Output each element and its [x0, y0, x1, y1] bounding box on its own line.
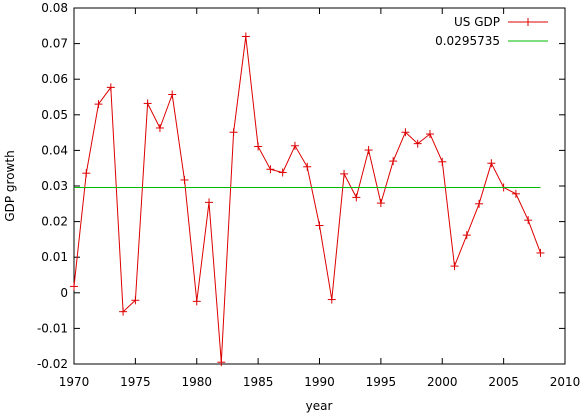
- data-point: [327, 295, 336, 304]
- y-tick-label: 0.02: [41, 215, 68, 229]
- x-tick-label: 1995: [366, 375, 397, 389]
- legend: US GDP 0.0295735: [435, 15, 548, 48]
- data-point: [131, 296, 140, 305]
- series-layer: [70, 32, 545, 367]
- x-tick-label: 1985: [243, 375, 274, 389]
- x-tick-label: 2000: [427, 375, 458, 389]
- y-tick-label: 0: [60, 286, 68, 300]
- data-point: [340, 169, 349, 178]
- x-tick-label: 2010: [550, 375, 581, 389]
- x-tick-label: 1980: [181, 375, 212, 389]
- plot-frame: [73, 7, 566, 365]
- data-point: [438, 157, 447, 166]
- y-tick-label: 0.06: [41, 72, 68, 86]
- x-tick-label: 1975: [120, 375, 151, 389]
- y-tick-label: 0.08: [41, 1, 68, 15]
- data-point: [401, 128, 410, 137]
- data-point: [303, 162, 312, 171]
- y-tick-label: 0.05: [41, 108, 68, 122]
- data-point: [315, 221, 324, 230]
- y-tick-label: 0.04: [41, 143, 68, 157]
- data-point: [511, 189, 520, 198]
- data-point: [70, 282, 78, 291]
- x-tick-label: 1970: [59, 375, 90, 389]
- data-point: [143, 99, 152, 108]
- data-point: [364, 146, 373, 155]
- data-point: [266, 165, 275, 174]
- data-point: [413, 139, 422, 148]
- data-point: [290, 141, 299, 150]
- data-point: [180, 175, 189, 184]
- data-point: [376, 199, 385, 208]
- data-point: [425, 130, 434, 139]
- data-point: [450, 262, 459, 271]
- data-point: [352, 193, 361, 202]
- legend-label: 0.0295735: [435, 34, 500, 48]
- data-point: [536, 248, 545, 257]
- plot-border: [73, 7, 566, 365]
- y-axis-ticks: -0.02 -0.01 0 0.01 0.02 0.03 0.04 0.05 0.06 0.07 0…: [37, 1, 565, 371]
- y-tick-label: 0.01: [41, 250, 68, 264]
- y-tick-label: -0.01: [37, 321, 68, 335]
- y-axis-label: GDP growth: [3, 150, 17, 221]
- data-point: [192, 297, 201, 306]
- x-axis-ticks: 1970 1975 1980 1985 1990 1995 2000 2005 2010: [59, 8, 581, 389]
- data-point: [389, 157, 398, 166]
- data-point: [155, 123, 164, 132]
- data-point: [94, 100, 103, 109]
- data-point: [217, 358, 226, 367]
- data-point: [278, 168, 287, 177]
- x-tick-label: 1990: [304, 375, 335, 389]
- data-point: [487, 159, 496, 168]
- y-tick-label: 0.07: [41, 37, 68, 51]
- data-point: [475, 199, 484, 208]
- data-point: [119, 307, 128, 316]
- data-point: [205, 198, 214, 207]
- data-point: [168, 90, 177, 99]
- legend-label: US GDP: [454, 15, 500, 29]
- y-tick-label: -0.02: [37, 357, 68, 371]
- y-tick-label: 0.03: [41, 179, 68, 193]
- x-tick-label: 2005: [488, 375, 519, 389]
- series-line: [73, 36, 541, 363]
- data-point: [229, 128, 238, 137]
- series-us-gdp: [70, 32, 545, 367]
- data-point: [241, 32, 250, 41]
- data-point: [462, 231, 471, 240]
- x-axis-label: year: [306, 399, 333, 413]
- data-point: [524, 216, 533, 225]
- data-point: [106, 83, 115, 92]
- data-point: [82, 169, 91, 178]
- data-point: [254, 142, 263, 151]
